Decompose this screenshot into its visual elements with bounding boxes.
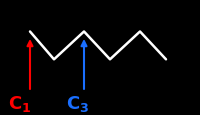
Text: $\mathbf{C_3}$: $\mathbf{C_3}$ [66, 93, 89, 113]
Text: $\mathbf{C_1}$: $\mathbf{C_1}$ [8, 93, 31, 113]
